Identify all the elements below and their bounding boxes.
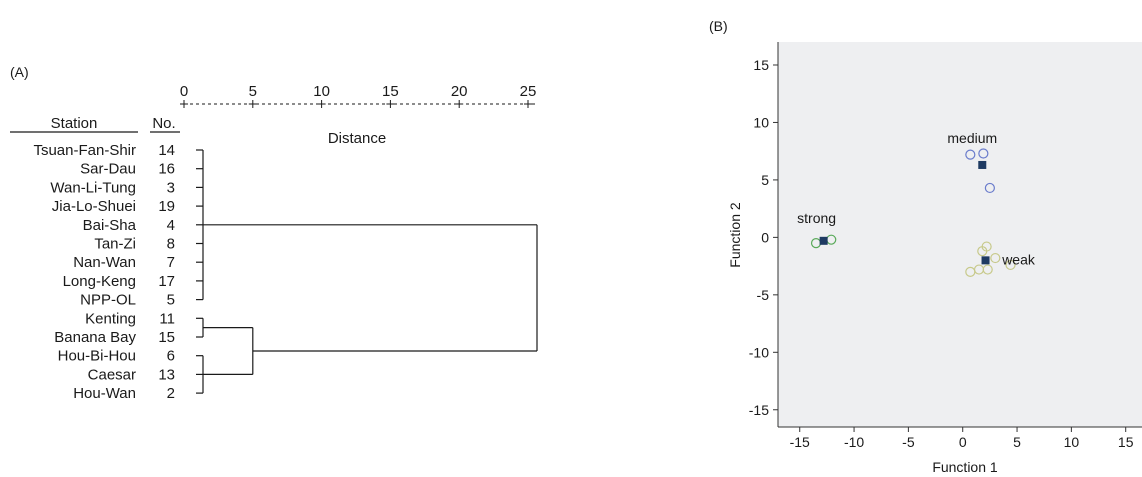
panel-label-a: (A) [10, 64, 29, 80]
station-number: 13 [158, 366, 175, 383]
distance-tick-label: 20 [451, 83, 468, 100]
station-number: 14 [158, 142, 175, 159]
weak-group-label: weak [1001, 251, 1036, 267]
station-number: 2 [167, 385, 175, 402]
distance-tick-label: 0 [180, 83, 188, 100]
panel-label-b: (B) [709, 18, 728, 34]
station-number: 16 [158, 161, 175, 178]
y-tick-label: 15 [753, 57, 769, 73]
weak-point [1005, 259, 1016, 271]
weak-point [981, 241, 992, 252]
station-number: 17 [158, 273, 175, 290]
scatter-points [810, 148, 1016, 277]
station-label: Hou-Bi-Hou [58, 348, 136, 365]
station-number: 8 [167, 236, 175, 253]
y-tick-label: -15 [749, 402, 769, 418]
station-label: Nan-Wan [73, 254, 136, 271]
distance-tick-label: 10 [313, 83, 330, 100]
distance-axis: 0 5 10 15 20 25 [180, 83, 537, 108]
distance-tick-label: 5 [249, 83, 257, 100]
station-label: Caesar [88, 366, 136, 383]
x-tick-label: 15 [1118, 434, 1134, 450]
station-label: NPP-OL [80, 292, 136, 309]
medium-point [978, 148, 989, 159]
x-tick-label: -15 [790, 434, 810, 450]
station-label: Long-Keng [63, 273, 136, 290]
station-number: 11 [159, 310, 175, 327]
station-label: Jia-Lo-Shuei [52, 198, 136, 215]
x-tick-label: -5 [902, 434, 915, 450]
station-label: Sar-Dau [80, 161, 136, 178]
medium-point [984, 182, 995, 194]
number-header: No. [152, 115, 175, 132]
station-label: Banana Bay [54, 329, 136, 346]
dendrogram-panel: (A) 0 5 10 15 20 25 Distance Station No. Tsua… [10, 64, 538, 402]
distance-tick-label: 25 [520, 83, 537, 100]
station-number: 6 [167, 348, 175, 365]
station-number: 4 [167, 217, 175, 234]
station-number: 3 [167, 179, 175, 196]
medium-point [965, 149, 976, 160]
station-label: Tsuan-Fan-Shir [33, 142, 136, 159]
x-tick-label: 0 [959, 434, 967, 450]
station-number: 15 [158, 329, 175, 346]
strong-group-label: strong [797, 210, 836, 226]
dendrogram-tree [196, 149, 538, 394]
station-label: Wan-Li-Tung [50, 179, 136, 196]
y-tick-label: 0 [761, 229, 769, 245]
medium-centroid [978, 160, 987, 169]
y-tick-label: 5 [761, 172, 769, 188]
x-tick-label: 5 [1013, 434, 1021, 450]
station-label: Kenting [85, 310, 136, 327]
station-number: 5 [167, 292, 175, 309]
station-number: 19 [158, 198, 175, 215]
y-tick-label: 10 [753, 114, 769, 130]
x-tick-label: 10 [1064, 434, 1080, 450]
station-label: Hou-Wan [73, 385, 136, 402]
y-tick-label: -10 [749, 344, 769, 360]
weak-centroid [981, 256, 990, 265]
y-axis-title: Function 2 [727, 202, 743, 268]
x-axis-title: Function 1 [932, 459, 998, 475]
station-number: 7 [167, 254, 175, 271]
group-labels: strong medium weak [797, 130, 1036, 267]
scatter-panel: (B) -15 -10 -5 0 5 10 15 15 10 5 0 -5 -10 -15 Functio… [709, 18, 1142, 475]
strong-centroid [819, 236, 828, 245]
scatter-axes: -15 -10 -5 0 5 10 15 15 10 5 0 -5 -10 -15 [749, 42, 1142, 450]
station-header: Station [51, 115, 98, 132]
distance-axis-title: Distance [328, 130, 386, 147]
distance-tick-label: 15 [382, 83, 399, 100]
leaf-labels: Tsuan-Fan-Shir 14 Sar-Dau 16 Wan-Li-Tung 3 Jia… [33, 142, 175, 402]
weak-point [990, 252, 1001, 264]
plot-area [778, 42, 1142, 427]
medium-group-label: medium [947, 130, 997, 146]
y-tick-label: -5 [757, 287, 770, 303]
weak-point [982, 264, 993, 275]
x-tick-label: -10 [844, 434, 864, 450]
station-label: Bai-Sha [83, 217, 137, 234]
station-label: Tan-Zi [94, 236, 136, 253]
